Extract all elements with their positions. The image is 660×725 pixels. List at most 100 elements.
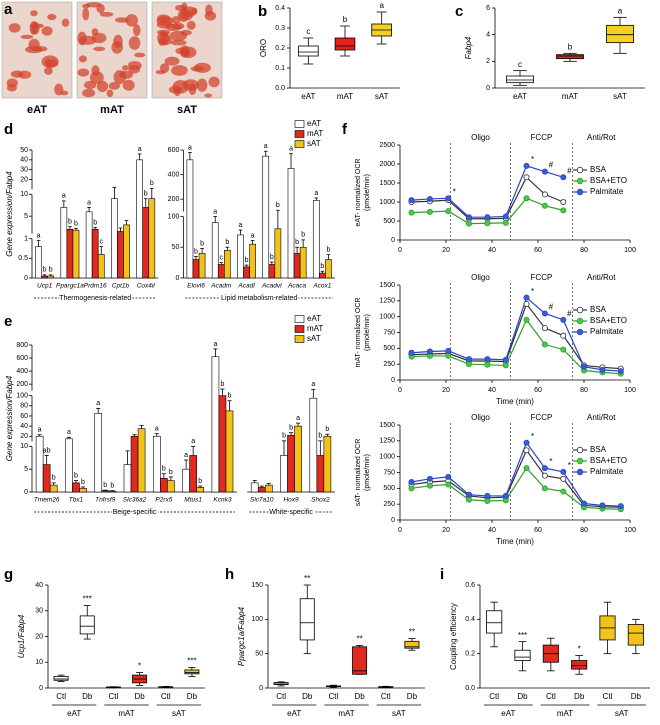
bar <box>196 487 204 493</box>
significance-label: b <box>43 267 47 274</box>
y-tick-label: 1500 <box>379 422 395 429</box>
stain <box>170 39 187 46</box>
bar <box>167 480 175 493</box>
x-tick-label: 60 <box>534 247 542 254</box>
box <box>53 676 69 681</box>
stain <box>168 85 183 94</box>
y-tick-label: 0 <box>39 685 43 692</box>
legend-marker <box>576 188 584 196</box>
significance-label: a <box>311 381 315 388</box>
y-tick-label: 80 <box>20 403 28 410</box>
bar <box>35 435 44 493</box>
bar <box>72 229 80 279</box>
group-label: eAT <box>501 709 515 718</box>
stain <box>78 55 88 63</box>
data-point <box>541 341 548 348</box>
series-line <box>411 296 621 372</box>
data-point <box>523 294 530 301</box>
bar <box>323 435 332 493</box>
bar <box>192 259 200 279</box>
bar <box>224 250 231 279</box>
y-tick-label: 0 <box>24 489 28 496</box>
legend-marker <box>576 177 584 185</box>
significance-label: *** <box>187 657 196 666</box>
data-point <box>523 162 530 169</box>
x-tick-label: Db <box>407 692 418 701</box>
stain <box>181 2 188 12</box>
stain <box>128 65 141 74</box>
x-tick-label: 20 <box>442 387 450 394</box>
data-point <box>484 497 491 504</box>
y-tick-label: 1 <box>24 236 28 243</box>
y-tick-label: 1000 <box>379 314 395 321</box>
y-tick-label: 1000 <box>379 199 395 206</box>
panel-label: h <box>225 566 234 583</box>
y-tick-label: 100 <box>251 616 263 623</box>
bar <box>130 435 139 493</box>
stain <box>30 10 38 17</box>
x-tick-label: Slc7a10 <box>250 497 274 504</box>
significance-label: b <box>320 263 324 270</box>
y-axis-title: Gene expression/Fabp4 <box>5 171 14 257</box>
bar <box>47 275 55 279</box>
x-tick-label: Ctl <box>603 692 613 701</box>
significance-label: # <box>549 303 554 312</box>
legend-label: Palmitate <box>590 467 624 476</box>
data-point <box>541 465 548 472</box>
significance-label: b <box>318 433 322 440</box>
x-tick-label: 40 <box>488 387 496 394</box>
significance-label: a <box>314 190 318 197</box>
significance-label: b <box>68 219 72 226</box>
bar <box>65 438 73 493</box>
x-tick-label: Ctl <box>329 692 339 701</box>
legend-label: mAT <box>307 324 323 333</box>
data-point <box>502 492 509 499</box>
significance-label: a <box>239 222 243 229</box>
data-point <box>445 473 452 480</box>
data-point <box>484 356 491 363</box>
y-axis-title: ORO <box>259 39 268 57</box>
significance-label: *** <box>518 631 527 640</box>
y-tick-label: 1250 <box>379 438 395 445</box>
legend-swatch <box>294 325 305 333</box>
y-tick-label: 200 <box>168 196 180 203</box>
bar <box>111 198 118 279</box>
series-line <box>411 165 564 218</box>
reference-label: FCCP <box>531 133 553 142</box>
y-tick-label: 600 <box>168 147 180 154</box>
significance-label: * <box>453 187 456 196</box>
stain <box>41 55 59 69</box>
y-tick-label: 40 <box>35 582 43 589</box>
significance-label: b <box>282 433 286 440</box>
y-axis-title: Ppargc1a/Fabp4 <box>237 606 246 666</box>
y-tick-label: 0 <box>24 275 28 282</box>
significance-label: * <box>531 287 534 296</box>
stain <box>186 20 196 30</box>
stain <box>122 79 135 91</box>
series-line <box>411 318 621 375</box>
legend-marker <box>576 328 584 336</box>
significance-label: # <box>567 166 572 175</box>
significance-label: a <box>38 427 42 434</box>
x-tick-label: 80 <box>580 387 588 394</box>
legend-label: BSA+ETO <box>590 316 627 325</box>
x-tick-label: 80 <box>580 247 588 254</box>
data-point <box>502 356 509 363</box>
significance-label: a <box>87 199 91 206</box>
stain <box>93 46 106 52</box>
panel-label: a <box>4 1 13 18</box>
data-point <box>426 195 433 202</box>
group-label: sAT <box>615 709 629 718</box>
significance-label: c <box>306 27 310 36</box>
legend-swatch <box>294 315 305 323</box>
x-tick-label: Db <box>134 692 145 701</box>
bar <box>60 207 68 279</box>
y-tick-label: 10 <box>20 191 28 198</box>
significance-label: b <box>194 248 198 255</box>
group-label: White-specific <box>269 509 313 516</box>
significance-label: b <box>144 191 148 198</box>
legend-label: Palmitate <box>590 327 624 336</box>
stain <box>161 31 169 38</box>
x-tick-label: Acadl <box>237 283 255 290</box>
y-tick-label: 30 <box>20 167 28 174</box>
